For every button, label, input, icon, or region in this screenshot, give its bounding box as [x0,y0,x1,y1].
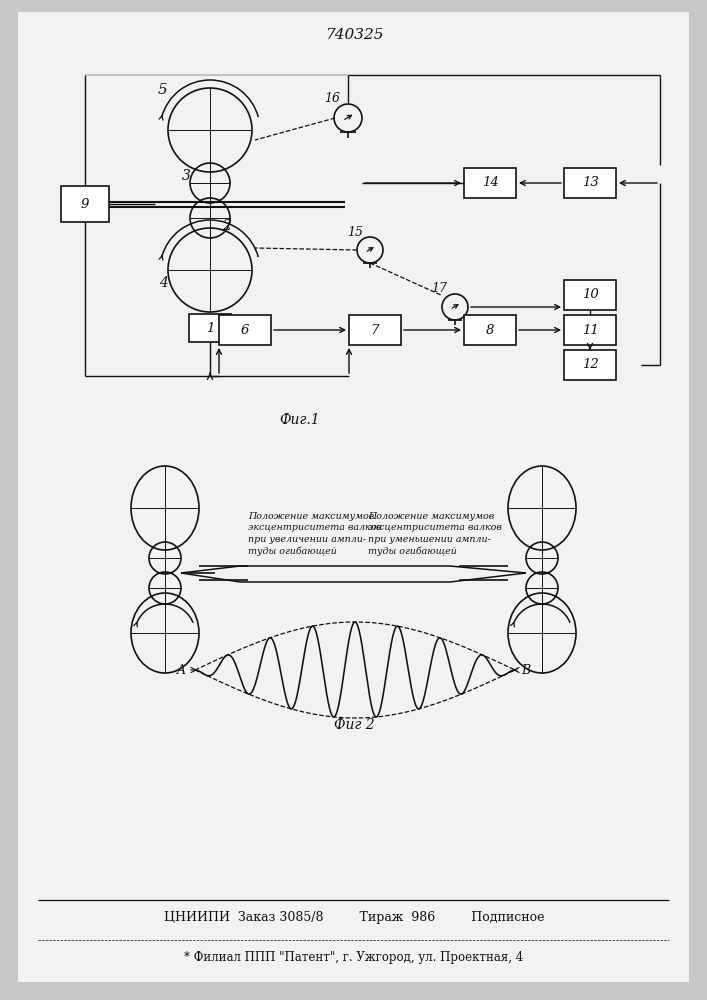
Text: 8: 8 [486,324,494,336]
FancyBboxPatch shape [564,168,616,198]
FancyBboxPatch shape [349,315,401,345]
Text: 10: 10 [582,288,598,302]
FancyBboxPatch shape [564,350,616,380]
Text: B: B [522,664,530,676]
Text: 17: 17 [431,282,447,296]
FancyBboxPatch shape [464,315,516,345]
Text: 12: 12 [582,359,598,371]
FancyBboxPatch shape [18,12,689,982]
Text: Положение максимумов
эксцентриситета валков
при увеличении ампли-
туды огибающей: Положение максимумов эксцентриситета вал… [248,512,382,556]
FancyBboxPatch shape [564,315,616,345]
FancyBboxPatch shape [464,168,516,198]
Text: ЦНИИПИ  Заказ 3085/8         Тираж  986         Подписное: ЦНИИПИ Заказ 3085/8 Тираж 986 Подписное [164,912,544,924]
Text: 13: 13 [582,176,598,190]
FancyBboxPatch shape [564,280,616,310]
FancyBboxPatch shape [189,314,231,342]
Text: A: A [177,664,185,676]
Text: Положение максимумов
эксцентриситета валков
при уменьшении ампли-
туды огибающей: Положение максимумов эксцентриситета вал… [368,512,502,556]
Text: Фиг.1: Фиг.1 [280,413,320,427]
FancyBboxPatch shape [219,315,271,345]
Text: 3: 3 [182,169,190,183]
Text: 6: 6 [241,324,249,336]
Text: * Филиал ППП "Патент", г. Ужгород, ул. Проектная, 4: * Филиал ППП "Патент", г. Ужгород, ул. П… [185,952,524,964]
Text: 740325: 740325 [325,28,383,42]
Text: Фиг 2: Фиг 2 [334,718,374,732]
Text: 16: 16 [324,92,340,104]
FancyBboxPatch shape [61,186,109,222]
Text: 4: 4 [158,276,168,290]
Text: 11: 11 [582,324,598,336]
Text: 9: 9 [81,198,89,211]
Text: 5: 5 [158,83,168,97]
Text: 7: 7 [370,324,379,336]
Text: 2: 2 [223,219,231,233]
Text: 1: 1 [206,322,214,334]
Text: 14: 14 [481,176,498,190]
Text: 15: 15 [347,226,363,238]
